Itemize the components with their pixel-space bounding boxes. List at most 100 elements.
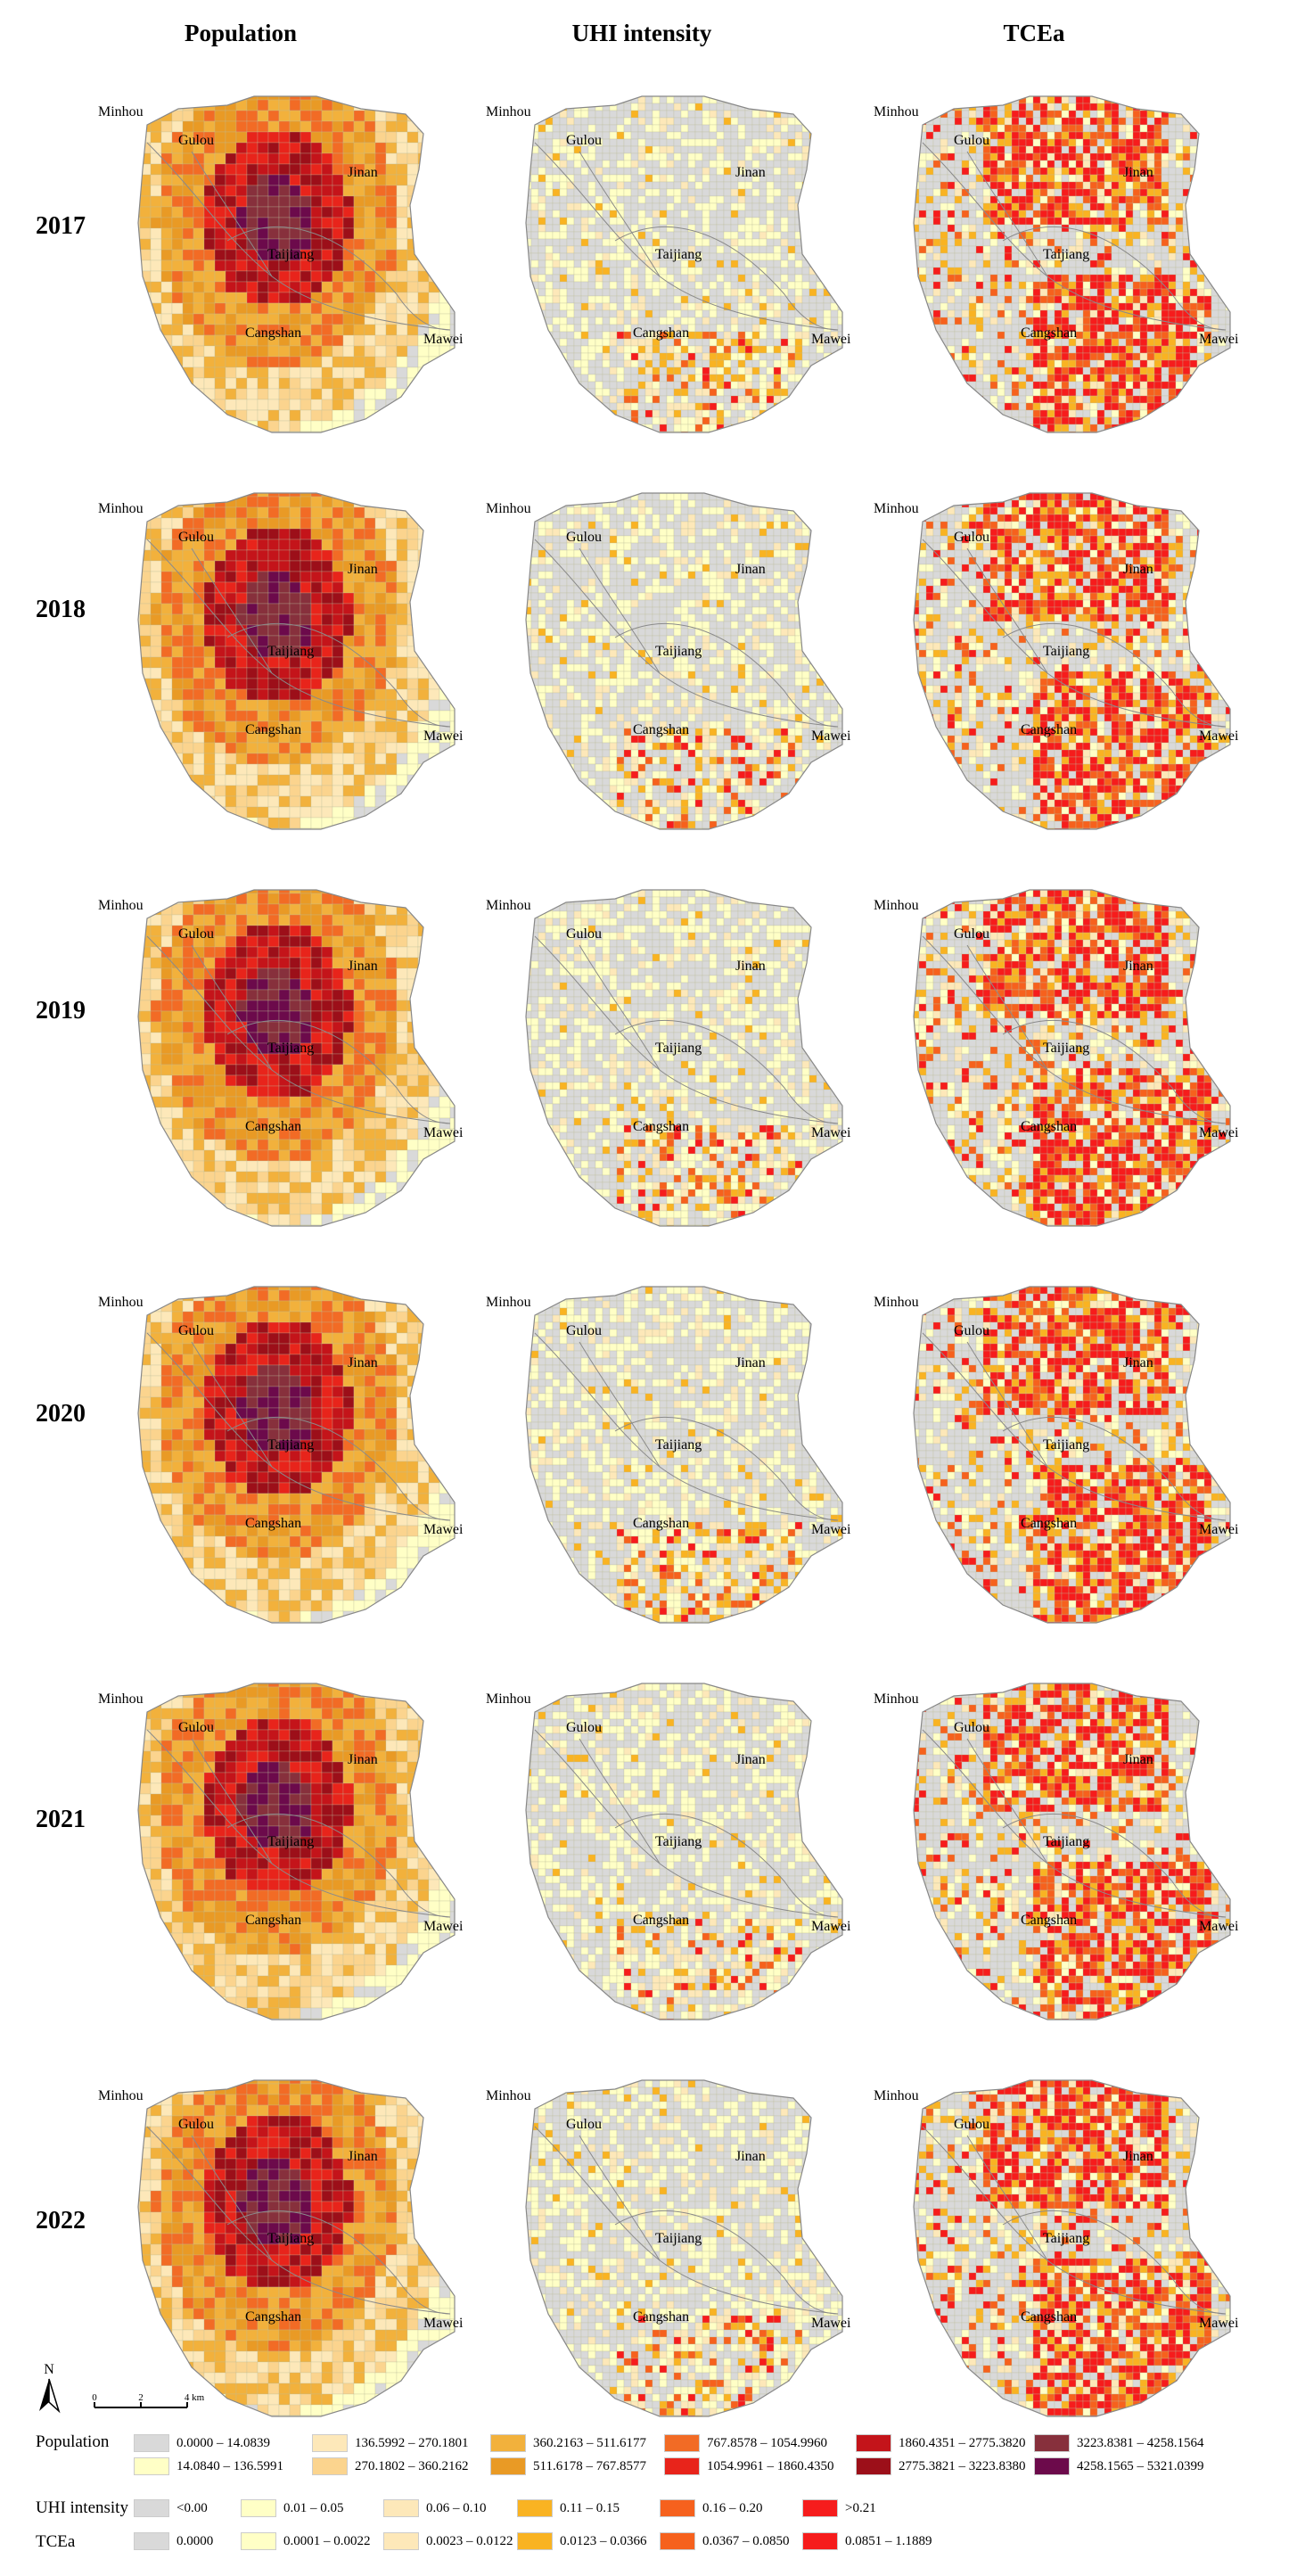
district-label-taijiang: Taijiang [1043,1041,1089,1056]
district-label-gulou: Gulou [954,1323,989,1338]
district-label-minhou: Minhou [98,898,144,913]
map-outline [137,95,456,433]
legend-swatch [660,2532,695,2550]
district-label-cangshan: Cangshan [245,1913,301,1928]
year-label-2017: 2017 [36,212,86,241]
map-panel-uhi-2021: Minhou Gulou Jinan Taijiang Cangshan Mawei [481,1650,856,2024]
district-label-taijiang: Taijiang [1043,1437,1089,1453]
district-boundary-2 [579,151,661,277]
map-panel-population-2021: Minhou Gulou Jinan Taijiang Cangshan Mawei [94,1650,468,2024]
legend-item-uhi-1: 0.01 – 0.05 [241,2499,344,2517]
legend-label: 0.0367 – 0.0850 [702,2534,790,2549]
legend-item-uhi-5: >0.21 [802,2499,876,2517]
district-label-gulou: Gulou [178,926,214,942]
scale-bar: 0 2 4 km [89,2390,214,2425]
district-label-jinan: Jinan [1123,165,1153,180]
district-boundary-1 [614,2210,839,2315]
district-label-mawei: Mawei [811,1919,851,1934]
district-label-cangshan: Cangshan [633,722,689,737]
district-label-minhou: Minhou [98,1691,144,1707]
legend-label: 0.16 – 0.20 [702,2501,763,2516]
district-label-taijiang: Taijiang [655,247,702,262]
map-panel-uhi-2019: Minhou Gulou Jinan Taijiang Cangshan Mawei [481,856,856,1230]
legend-swatch [1034,2457,1070,2475]
legend-label: 14.0840 – 136.5991 [176,2459,283,2474]
district-boundary-2 [191,1341,273,1468]
map-panel-uhi-2018: Minhou Gulou Jinan Taijiang Cangshan Mawei [481,459,856,834]
legend-item-tcea-5: 0.0851 – 1.1889 [802,2532,932,2550]
map-outline [913,1286,1231,1624]
district-label-taijiang: Taijiang [1043,1834,1089,1849]
map-outline [137,1683,456,2020]
year-label-2018: 2018 [36,596,86,624]
map-outline [137,492,456,830]
column-header-tcea: TCEa [847,20,1221,47]
legend-swatch [312,2434,348,2452]
district-label-jinan: Jinan [348,165,378,180]
district-label-taijiang: Taijiang [655,644,702,659]
legend-item-tcea-2: 0.0023 – 0.0122 [383,2532,513,2550]
legend-swatch [490,2434,526,2452]
district-label-gulou: Gulou [954,1720,989,1735]
district-boundary-1 [614,1020,839,1124]
district-label-taijiang: Taijiang [267,1437,314,1453]
map-outline [525,492,843,830]
map-panel-tcea-2018: Minhou Gulou Jinan Taijiang Cangshan Mawei [869,459,1244,834]
district-boundary-1 [226,1417,451,1521]
legend-swatch [134,2532,169,2550]
north-arrow-label: N [44,2362,54,2377]
district-label-mawei: Mawei [423,1125,464,1140]
legend-swatch [1034,2434,1070,2452]
legend-item-tcea-1: 0.0001 – 0.0022 [241,2532,371,2550]
district-label-minhou: Minhou [98,2088,144,2103]
district-label-cangshan: Cangshan [1021,2309,1077,2325]
district-label-gulou: Gulou [566,1720,602,1735]
legend-swatch [490,2457,526,2475]
map-panel-tcea-2020: Minhou Gulou Jinan Taijiang Cangshan Mawei [869,1253,1244,1627]
map-panel-population-2019: Minhou Gulou Jinan Taijiang Cangshan Mawei [94,856,468,1230]
district-label-gulou: Gulou [954,530,989,545]
legend-swatch [134,2499,169,2517]
legend-swatch [241,2499,276,2517]
district-label-cangshan: Cangshan [245,1119,301,1134]
district-boundary-2 [579,2135,661,2261]
district-boundary-2 [191,547,273,674]
map-outline [913,889,1231,1227]
district-label-minhou: Minhou [98,1295,144,1310]
district-label-minhou: Minhou [874,501,919,516]
map-panel-uhi-2017: Minhou Gulou Jinan Taijiang Cangshan Mawei [481,62,856,437]
map-panel-tcea-2019: Minhou Gulou Jinan Taijiang Cangshan Mawei [869,856,1244,1230]
district-boundary-2 [579,944,661,1071]
year-label-2019: 2019 [36,997,86,1025]
district-label-jinan: Jinan [1123,959,1153,974]
district-label-cangshan: Cangshan [633,2309,689,2325]
legend-label: 136.5992 – 270.1801 [355,2436,469,2451]
legend-swatch [312,2457,348,2475]
district-label-taijiang: Taijiang [267,1834,314,1849]
district-label-taijiang: Taijiang [1043,2231,1089,2246]
district-label-minhou: Minhou [874,2088,919,2103]
legend-item-population-10: 3223.8381 – 4258.1564 [1034,2434,1204,2452]
district-label-taijiang: Taijiang [267,1041,314,1056]
legend-label: >0.21 [845,2501,876,2516]
district-label-jinan: Jinan [735,1355,766,1370]
district-label-mawei: Mawei [811,728,851,744]
district-label-cangshan: Cangshan [245,722,301,737]
legend-item-population-3: 270.1802 – 360.2162 [312,2457,469,2475]
legend-item-tcea-0: 0.0000 [134,2532,213,2550]
legend-swatch [517,2499,553,2517]
district-boundary-1 [226,226,451,331]
year-label-2021: 2021 [36,1806,86,1834]
scale-tick-4: 4 km [185,2392,205,2403]
district-label-cangshan: Cangshan [1021,1913,1077,1928]
district-label-mawei: Mawei [423,1522,464,1537]
legend-label: 0.11 – 0.15 [560,2501,620,2516]
map-outline [913,95,1231,433]
legend-label: 0.0000 [176,2534,213,2549]
district-label-jinan: Jinan [735,959,766,974]
district-label-jinan: Jinan [735,562,766,577]
district-label-taijiang: Taijiang [267,644,314,659]
legend-swatch [802,2532,838,2550]
district-label-cangshan: Cangshan [245,2309,301,2325]
district-boundary-2 [191,944,273,1071]
